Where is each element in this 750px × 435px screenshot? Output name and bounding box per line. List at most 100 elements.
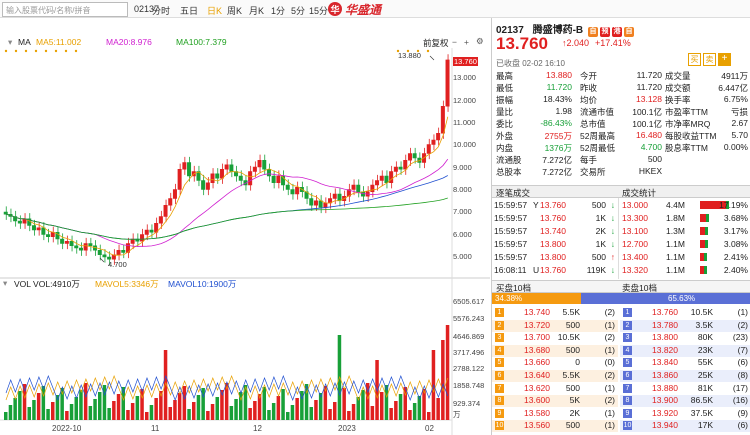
adjust-toggle[interactable]: 前复权 bbox=[423, 38, 449, 48]
candle bbox=[252, 161, 257, 178]
stats-pct: 3.17% bbox=[723, 226, 748, 236]
trade-field: Y bbox=[533, 200, 539, 210]
collapse-icon[interactable]: ▾ bbox=[3, 278, 8, 288]
candle bbox=[116, 244, 121, 261]
candle bbox=[130, 233, 135, 250]
add-watchlist-icon[interactable]: + bbox=[718, 53, 731, 66]
trade-row: 15:59:57 13.800 1K ↓ bbox=[492, 239, 618, 250]
ma20-value: MA20:8.976 bbox=[106, 37, 152, 47]
stats-volume: 1.1M bbox=[666, 252, 685, 262]
stats-price: 13.000 bbox=[622, 200, 648, 210]
bid-pct: 34.38% bbox=[495, 294, 523, 303]
quote-label: 量比 bbox=[496, 107, 514, 117]
top-toolbar bbox=[0, 0, 750, 18]
volume-axis-label: 4646.869 bbox=[453, 332, 485, 341]
candle bbox=[125, 237, 130, 259]
toolbar-tab[interactable]: 周K bbox=[227, 6, 243, 16]
candle bbox=[257, 154, 262, 173]
buy-icon[interactable]: 买 bbox=[688, 53, 701, 66]
ma-line bbox=[5, 197, 448, 240]
bid-field: 5.5K bbox=[562, 370, 581, 380]
price-axis-label: 11.000 bbox=[453, 118, 476, 127]
candle bbox=[271, 170, 276, 189]
ma-legend: ▾ MA MA5:11.002 MA20:8.976 MA100:7.379 前… bbox=[0, 36, 490, 48]
orderbook-header: 买盘10档 卖盘10档 bbox=[492, 280, 750, 293]
candle bbox=[78, 242, 83, 256]
ask-field: (2) bbox=[737, 319, 748, 330]
bid-field: (1) bbox=[604, 407, 615, 418]
bid-level: 5 bbox=[495, 358, 504, 368]
candle bbox=[172, 183, 177, 205]
bid-field: (1) bbox=[604, 420, 615, 431]
volume-axis-label: 3717.496 bbox=[453, 348, 485, 357]
candle bbox=[407, 147, 412, 166]
ask-field: 37.5K bbox=[690, 407, 713, 418]
toolbar-tab[interactable]: 日K bbox=[207, 6, 223, 16]
toolbar-tab[interactable]: 15分 bbox=[309, 6, 329, 16]
bid-level: 6 bbox=[495, 371, 504, 380]
quote-label: 股息率TTM bbox=[665, 143, 708, 153]
bid-field: 500 bbox=[565, 382, 580, 393]
logo-text: 华盛通 bbox=[345, 2, 382, 17]
candle bbox=[384, 170, 389, 189]
candle bbox=[196, 165, 201, 187]
stats-volume: 4.4M bbox=[666, 200, 685, 210]
bid-ask-ratio-bar: 34.38% 65.63% bbox=[492, 293, 750, 304]
quote-label: 昨收 bbox=[580, 83, 598, 93]
quote-row: 总股本 7.272亿 交易所 HKEX bbox=[492, 166, 750, 177]
price-change: ↑2.040 bbox=[562, 38, 590, 48]
minus-icon[interactable]: − bbox=[452, 37, 457, 47]
ask-field: 13.920 bbox=[652, 407, 678, 418]
toolbar-tab[interactable]: 1分 bbox=[271, 6, 286, 16]
stats-volume: 1.1M bbox=[666, 239, 685, 249]
search-input[interactable]: 输入股票代码/名称/拼音 bbox=[2, 2, 128, 17]
candle bbox=[168, 192, 173, 211]
candle bbox=[266, 163, 271, 182]
stats-pct: 3.68% bbox=[723, 213, 748, 223]
bid-field: 13.680 bbox=[524, 344, 550, 355]
settings-icon[interactable]: ⚙ bbox=[476, 36, 484, 46]
quote-value: 4.700 bbox=[640, 142, 662, 152]
date-axis-label: 12 bbox=[253, 424, 262, 433]
candle bbox=[379, 170, 384, 187]
candle bbox=[309, 192, 314, 211]
toolbar-tab[interactable]: 分时 bbox=[152, 6, 171, 16]
arrow-down-icon: ↓ bbox=[610, 213, 615, 223]
logo-icon: 华 bbox=[328, 2, 342, 16]
stock-code-label: 02137 bbox=[134, 4, 160, 14]
quote-row: 量比 1.98 流通市值 100.1亿 市盈率TTM 亏损 bbox=[492, 106, 750, 117]
plus-icon[interactable]: + bbox=[464, 37, 469, 47]
sell-icon[interactable]: 卖 bbox=[703, 53, 716, 66]
volume-legend: ▾ VOL VOL:4910万 MAVOL5:3346万 MAVOL10:190… bbox=[0, 277, 490, 289]
candle bbox=[281, 170, 286, 191]
bid-field: 5.5K bbox=[562, 307, 581, 317]
ask-title: 卖盘10档 bbox=[622, 283, 657, 293]
ma5-value: MA5:11.002 bbox=[36, 37, 82, 47]
price-axis-label: 13.000 bbox=[453, 73, 476, 82]
ask-level: 6 bbox=[623, 371, 632, 380]
candle bbox=[210, 168, 215, 189]
bid-field: (1) bbox=[604, 382, 615, 393]
kline-chart[interactable]: 13.880 4.700 bbox=[0, 48, 490, 435]
toolbar-tab[interactable]: 月K bbox=[249, 6, 265, 16]
stats-row: 13.000 4.4M 17.19% bbox=[620, 200, 750, 211]
stats-volume: 1.1M bbox=[666, 265, 685, 275]
ask-field: 3.5K bbox=[695, 319, 714, 330]
quick-actions: 买 卖 + bbox=[688, 53, 731, 66]
candle bbox=[290, 183, 295, 200]
quote-row: 最低 11.720 昨收 11.720 成交额 6.447亿 bbox=[492, 82, 750, 93]
ask-row: 1 13.760 10.5K (1) bbox=[620, 307, 750, 319]
quote-value: 2.67 bbox=[731, 118, 748, 128]
trade-field: 13.760 bbox=[540, 265, 566, 275]
stats-volume: 1.8M bbox=[666, 213, 685, 223]
quote-row: 外盘 2755万 52周最高 16.480 每股收益TTM 5.70 bbox=[492, 130, 750, 141]
toolbar-tab[interactable]: 五日 bbox=[180, 6, 199, 16]
toolbar-tab[interactable]: 5分 bbox=[291, 6, 306, 16]
ask-pct: 65.63% bbox=[668, 294, 696, 303]
collapse-icon[interactable]: ▾ bbox=[8, 37, 13, 47]
bid-row: 9 13.580 2K (1) bbox=[492, 407, 618, 420]
trades-header: 逐笔成交 成交统计 bbox=[492, 185, 750, 198]
candle bbox=[328, 192, 333, 209]
ask-level: 7 bbox=[623, 383, 632, 393]
bid-field: (0) bbox=[604, 357, 615, 368]
